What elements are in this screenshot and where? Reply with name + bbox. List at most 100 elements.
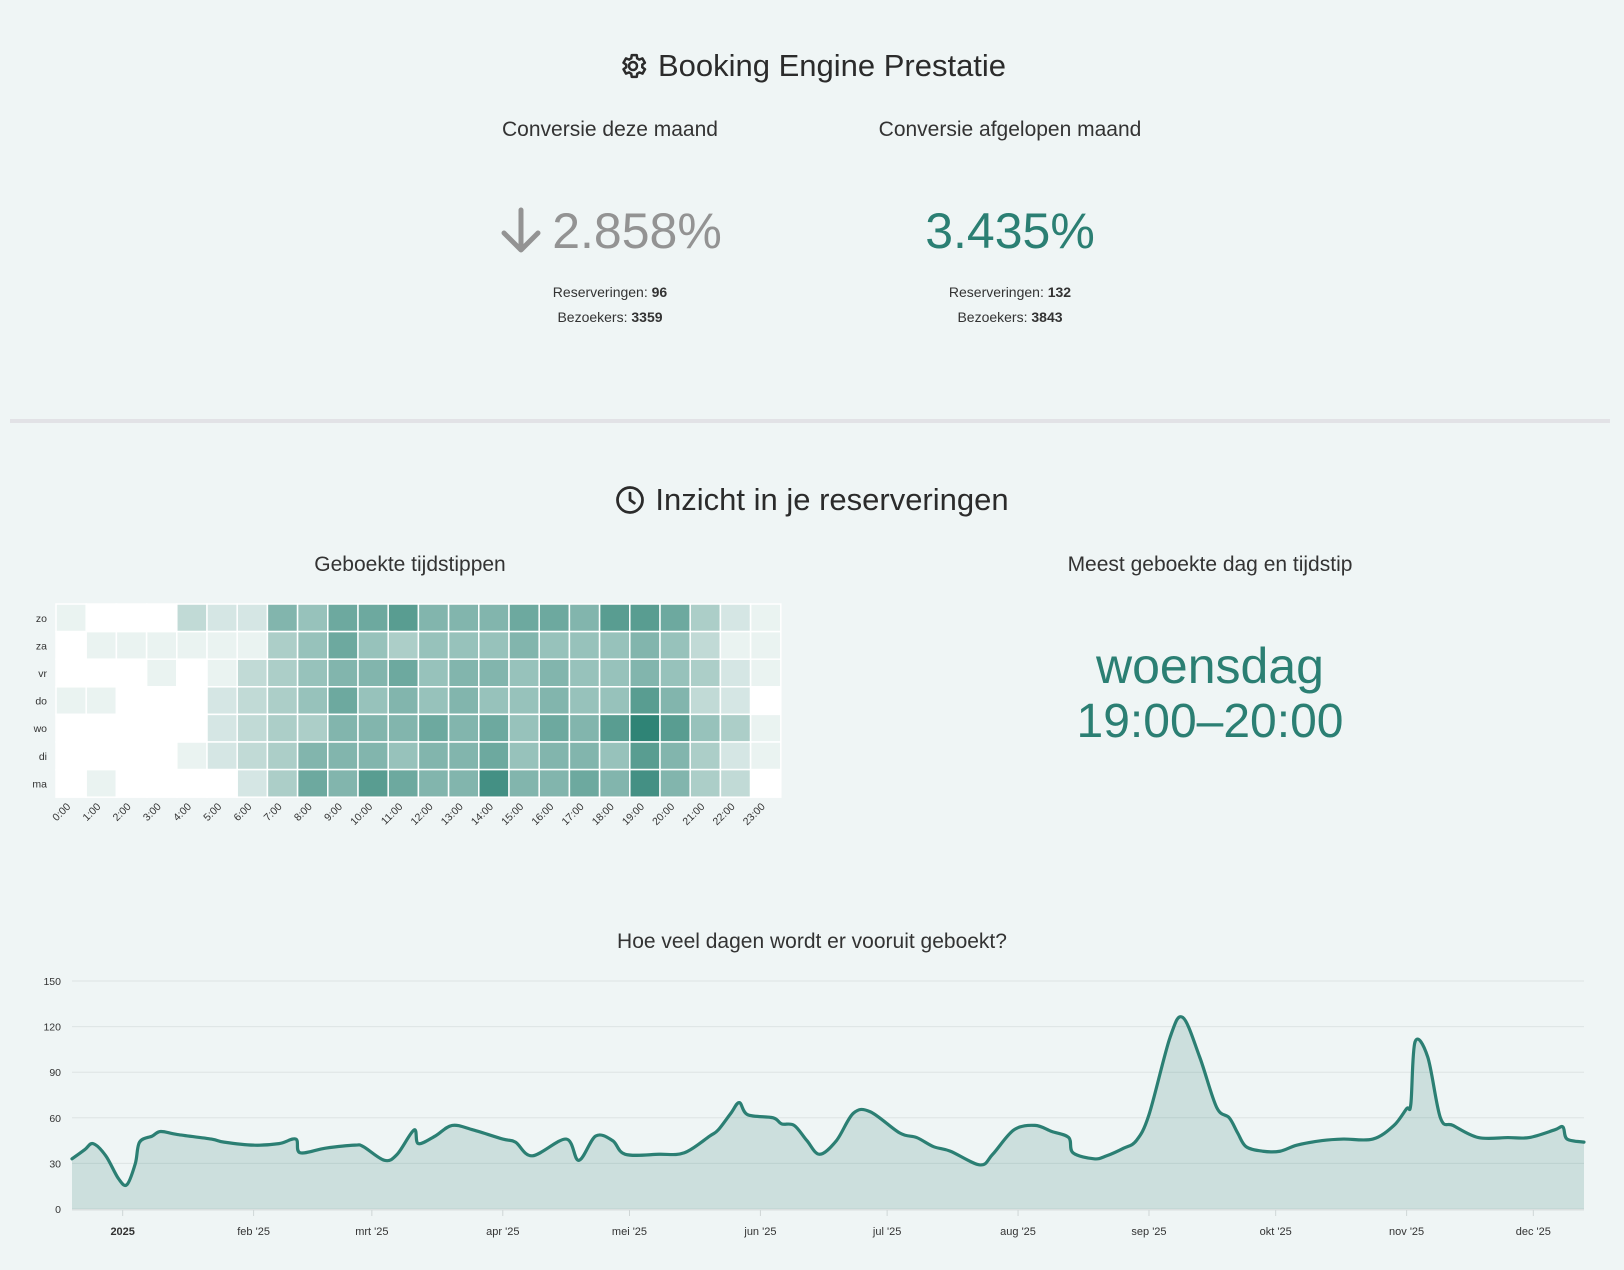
heatmap-cell (598, 713, 631, 743)
current-reservations-label: Reserveringen: (552, 284, 648, 300)
heatmap-hour-label: 5:00 (201, 801, 224, 824)
heatmap-cell (206, 658, 238, 688)
heatmap-hour-label: 18:00 (590, 801, 617, 828)
heatmap-cell (357, 741, 389, 771)
heatmap-cell (55, 741, 87, 771)
heatmap-cell (145, 603, 178, 633)
heatmap-hour-label: 22:00 (711, 801, 738, 828)
heatmap-hour-label: 17:00 (560, 801, 587, 828)
heatmap-cell (689, 768, 722, 798)
heatmap-cell (538, 768, 571, 798)
heatmap-cell (598, 741, 631, 771)
heatmap-cell (55, 713, 87, 743)
x-tick-label: aug '25 (1000, 1226, 1036, 1238)
heatmap-cell (568, 630, 601, 660)
heatmap-cell (568, 658, 601, 688)
heatmap-cell (659, 768, 691, 798)
heatmap-hour-label: 19:00 (620, 801, 647, 828)
heatmap-cell (387, 686, 420, 716)
heatmap-cell (568, 713, 601, 743)
heatmap-hour-label: 7:00 (262, 801, 285, 824)
heatmap-cell (659, 630, 691, 660)
heatmap-day-label: za (36, 640, 47, 652)
heatmap-cell (176, 741, 208, 771)
insights-title: Inzicht in je reserveringen (0, 478, 1624, 522)
x-tick-label: 2025 (110, 1226, 134, 1238)
heatmap-cell (206, 741, 238, 771)
section-divider (10, 419, 1610, 423)
current-visitors-label: Bezoekers: (557, 309, 628, 325)
heatmap-cell (266, 630, 299, 660)
heatmap-hour-label: 9:00 (322, 801, 345, 824)
current-conversion-rate: 2.858% (430, 200, 790, 262)
heatmap-cell (538, 658, 571, 688)
heatmap-cell (719, 603, 752, 633)
heatmap-hour-label: 8:00 (292, 801, 315, 824)
heatmap-cell (85, 686, 118, 716)
y-tick-label: 90 (49, 1067, 61, 1079)
heatmap-cell (749, 713, 782, 743)
heatmap-cell (508, 741, 540, 771)
heatmap-cell (719, 658, 752, 688)
heatmap-cell (115, 686, 148, 716)
heatmap-cell (206, 686, 238, 716)
heatmap-cell (115, 630, 148, 660)
heatmap-cell (55, 603, 87, 633)
heatmap-cell (417, 768, 450, 798)
heatmap-cell (689, 686, 722, 716)
heatmap-cell (538, 686, 571, 716)
heatmap-cell (508, 630, 540, 660)
heatmap-cell (447, 686, 480, 716)
x-tick-label: jul '25 (872, 1226, 901, 1238)
clock-icon (616, 486, 645, 514)
heatmap-cell (55, 686, 87, 716)
heatmap-cell (357, 630, 389, 660)
heatmap-day-label: di (39, 751, 47, 763)
heatmap-cell (55, 630, 87, 660)
y-tick-label: 0 (55, 1204, 61, 1216)
heatmap-cell (447, 658, 480, 688)
heatmap-day-label: wo (33, 723, 48, 735)
heatmap-cell (176, 658, 208, 688)
heatmap-cell (266, 768, 299, 798)
heatmap-hour-label: 23:00 (741, 801, 768, 828)
x-tick-label: sep '25 (1131, 1226, 1166, 1238)
heatmap-cell (176, 686, 208, 716)
heatmap-cell (115, 768, 148, 798)
heatmap-cell (749, 768, 782, 798)
heatmap-cell (598, 686, 631, 716)
heatmap-cell (236, 768, 269, 798)
heatmap-day-label: vr (38, 668, 47, 680)
booking-times-heatmap: zo za vr do wo di ma0:00 1:00 2:00 3:00 4:00 5:00 6:… (32, 603, 782, 828)
heatmap-cell (115, 741, 148, 771)
heatmap-cell (327, 713, 359, 743)
heatmap-cell (478, 713, 510, 743)
heatmap-cell (206, 603, 238, 633)
current-conversion-label: Conversie deze maand (502, 118, 718, 141)
heatmap-hour-label: 6:00 (231, 801, 254, 824)
heatmap-cell (85, 713, 118, 743)
heatmap-cell (478, 630, 510, 660)
heatmap-cell (508, 686, 540, 716)
heatmap-cell (55, 768, 87, 798)
heatmap-day-label: ma (32, 778, 47, 790)
heatmap-hour-label: 16:00 (529, 801, 556, 828)
heatmap-cell (357, 603, 389, 633)
x-tick-label: mrt '25 (355, 1226, 388, 1238)
heatmap-cell (296, 630, 329, 660)
heatmap-cell (417, 603, 450, 633)
heatmap-cell (629, 686, 661, 716)
heatmap-hour-label: 14:00 (469, 801, 496, 828)
heatmap-cell (145, 741, 178, 771)
most-booked-time: 19:00–20:00 (1076, 695, 1344, 748)
gear-icon (622, 53, 647, 79)
heatmap-hour-label: 4:00 (171, 801, 194, 824)
heatmap-cell (719, 630, 752, 660)
heatmap-cell (387, 630, 420, 660)
heatmap-cell (145, 630, 178, 660)
heatmap-cell (598, 658, 631, 688)
heatmap-cell (689, 713, 722, 743)
heatmap-cell (749, 630, 782, 660)
heatmap-cell (266, 658, 299, 688)
heatmap-hour-label: 20:00 (650, 801, 677, 828)
